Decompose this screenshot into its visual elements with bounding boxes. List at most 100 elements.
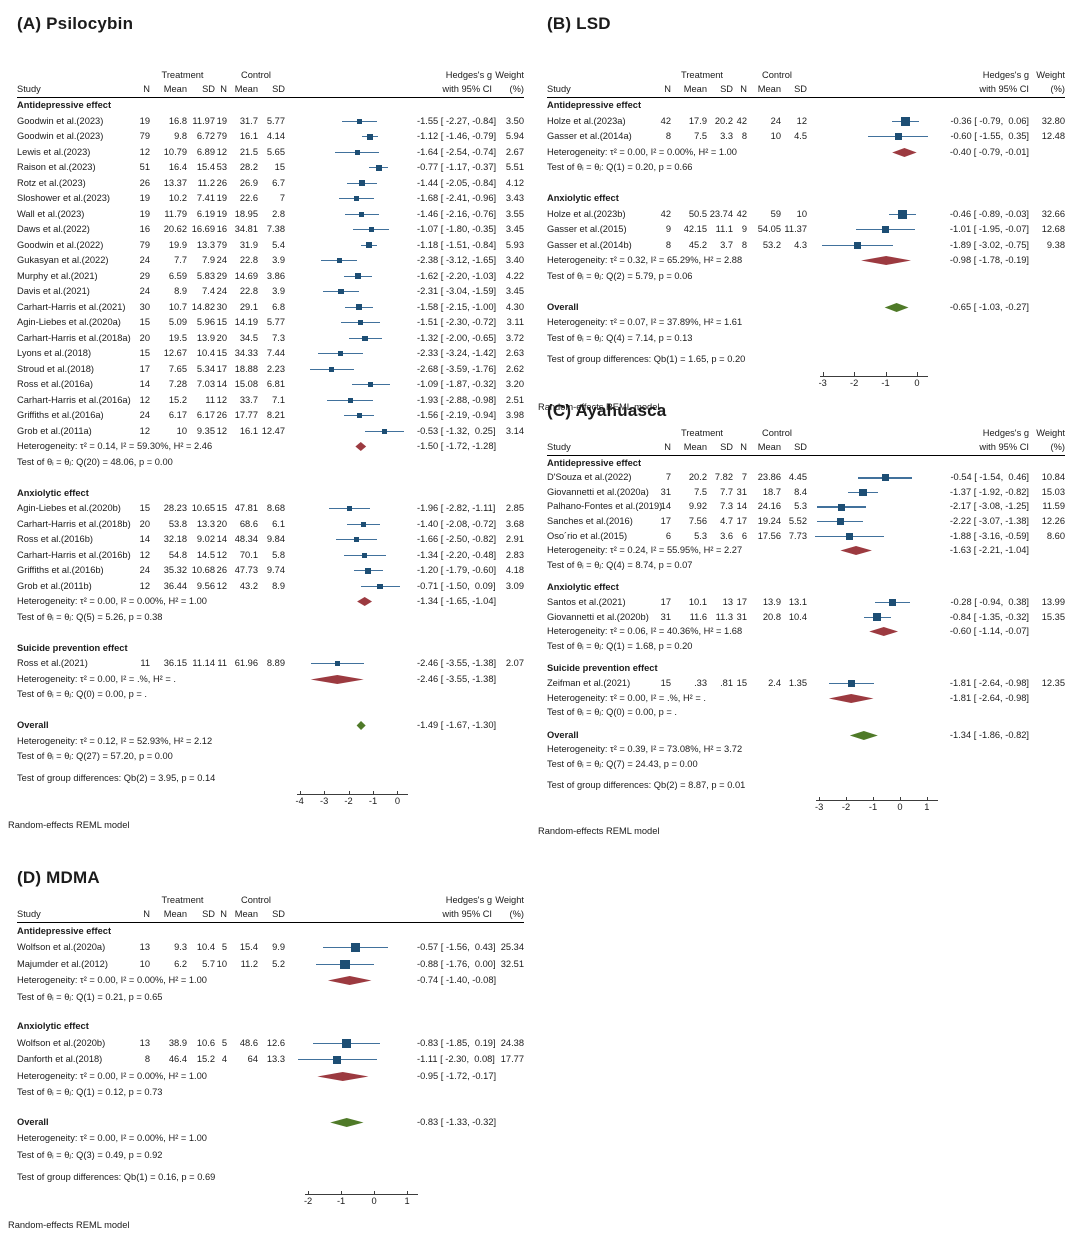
- treatment-n: 30: [139, 301, 150, 312]
- control-sd: 5.2: [272, 958, 285, 969]
- forest-plot-cell: [807, 625, 939, 640]
- study-name: Wolfson et al.(2020a): [17, 942, 106, 953]
- control-mean: 14.69: [234, 270, 258, 281]
- header-spacer: [285, 70, 417, 82]
- effect-square: [354, 149, 360, 155]
- weight-header-line1: Weight: [1036, 70, 1065, 81]
- treatment-n: 20: [139, 332, 150, 343]
- forest-plot-cell: [285, 393, 417, 409]
- treatment-mean: 7.65: [168, 363, 187, 374]
- weight-value: 3.20: [505, 379, 524, 390]
- study-column-header: Study: [17, 83, 41, 94]
- control-n: 29: [216, 270, 227, 281]
- treatment-n: 13: [139, 942, 150, 953]
- control-sd: 4.14: [266, 131, 285, 142]
- forest-plot-cell: [285, 176, 417, 192]
- header-columns-row: Study N Mean SD N Mean SD with 95% CI (%): [547, 440, 1065, 456]
- axis-tick-label: -1: [336, 1196, 346, 1206]
- weight-value: 5.51: [505, 162, 524, 173]
- control-sd: 5.4: [272, 239, 285, 250]
- overall-label: Overall: [17, 1116, 49, 1127]
- study-column-header: Study: [547, 441, 571, 452]
- overall-heterogeneity-row: Heterogeneity: τ² = 0.07, I² = 37.89%, H…: [547, 315, 1065, 331]
- axis-tick: [854, 372, 856, 376]
- weight-value: 3.40: [505, 255, 524, 266]
- control-mean: 18.7: [762, 486, 781, 497]
- test-row: Test of θᵢ = θⱼ: Q(1) = 0.20, p = 0.66: [547, 160, 1065, 176]
- control-mean: 34.81: [234, 224, 258, 235]
- treatment-n: 10: [139, 958, 150, 969]
- treatment-mean: 5.3: [694, 530, 707, 541]
- forest-plot-cell: [285, 424, 417, 440]
- treatment-mean: 36.44: [163, 580, 187, 591]
- overall-diamond: [356, 721, 366, 731]
- section-label: Antidepressive effect: [547, 457, 642, 468]
- treatment-sd-header: SD: [202, 908, 215, 919]
- section-spacer: [547, 654, 1065, 662]
- weight-value: 25.34: [500, 942, 524, 953]
- control-n: 15: [216, 348, 227, 359]
- study-row: Danforth et al.(2018) 8 46.4 15.2 4 64 13.3 -1.…: [17, 1052, 524, 1069]
- treatment-sd: 14.5: [196, 549, 215, 560]
- section-header: Antidepressive effect: [547, 98, 1065, 114]
- overall-label: Overall: [547, 301, 579, 312]
- treatment-mean: 13.37: [163, 177, 187, 188]
- heterogeneity-text: Heterogeneity: τ² = 0.00, I² = 0.00%, H²…: [17, 596, 207, 607]
- forest-plot-cell: [807, 544, 939, 559]
- header-group-row: Treatment Control Hedges's g Weight: [17, 895, 524, 907]
- control-n: 15: [216, 503, 227, 514]
- weight-value: 3.43: [505, 193, 524, 204]
- test-text: Test of θᵢ = θⱼ: Q(3) = 0.49, p = 0.92: [17, 1149, 163, 1160]
- effect-square: [873, 613, 882, 622]
- treatment-n: 24: [139, 410, 150, 421]
- effect-estimate: -0.57 [ -1.56, 0.43]: [417, 942, 496, 953]
- control-sd: 10: [796, 208, 807, 219]
- effect-estimate: -1.68 [ -2.41, -0.96]: [417, 193, 497, 204]
- treatment-n: 24: [139, 255, 150, 266]
- study-row: Goodwin et al.(2022) 79 19.9 13.3 79 31.9 5.4-…: [17, 238, 524, 254]
- header-group-row: Treatment Control Hedges's g Weight: [547, 428, 1065, 440]
- weight-value: 3.55: [505, 208, 524, 219]
- forest-plot-cell: [285, 501, 417, 517]
- section-label: Anxiolytic effect: [547, 193, 619, 204]
- weight-header-line2: (%): [509, 908, 524, 919]
- effect-square: [362, 552, 368, 558]
- treatment-mean: 5.09: [168, 317, 187, 328]
- weight-value: 32.80: [1041, 115, 1065, 126]
- overall-test-row: Test of θᵢ = θⱼ: Q(7) = 24.43, p = 0.00: [547, 757, 1065, 772]
- study-row: Santos et al.(2021) 17 10.1 13 17 13.9 13.1 -0.…: [547, 595, 1065, 610]
- weight-value: 3.50: [505, 115, 524, 126]
- effect-estimate: -0.54 [ -1.54, 0.46]: [950, 472, 1029, 483]
- forest-plot-cell: [285, 1052, 417, 1069]
- treatment-n: 8: [144, 1054, 150, 1065]
- panel-title: (B) LSD: [547, 14, 611, 33]
- section-header: Suicide prevention effect: [17, 641, 524, 657]
- effect-estimate: -0.60 [ -1.55, 0.35]: [950, 131, 1029, 142]
- treatment-sd: 9.56: [196, 580, 215, 591]
- section-label: Antidepressive effect: [17, 925, 112, 936]
- control-n: 42: [736, 208, 747, 219]
- effect-estimate: -1.63 [ -2.21, -1.04]: [949, 545, 1029, 556]
- treatment-group-label: Treatment: [680, 428, 724, 439]
- axis-tick-label: 0: [394, 796, 401, 806]
- effect-estimate: -0.83 [ -1.85, 0.19]: [417, 1037, 496, 1048]
- effect-estimate: -1.62 [ -2.20, -1.03]: [417, 270, 497, 281]
- control-sd: 6.7: [272, 177, 285, 188]
- effect-estimate: -2.33 [ -3.24, -1.42]: [417, 348, 497, 359]
- forest-plot-cell: [285, 594, 417, 610]
- weight-value: 4.30: [505, 301, 524, 312]
- study-row: Palhano-Fontes et al.(2019) 14 9.92 7.3 14 24…: [547, 500, 1065, 515]
- effect-square: [368, 227, 374, 233]
- treatment-group-label: Treatment: [680, 70, 724, 81]
- treatment-sd: 10.4: [196, 942, 215, 953]
- treatment-mean: 10.7: [168, 301, 187, 312]
- section-spacer: [547, 720, 1065, 728]
- section-spacer: [17, 470, 524, 486]
- treatment-mean: 10.2: [168, 193, 187, 204]
- treatment-n: 14: [139, 534, 150, 545]
- study-row: Zeifman et al.(2021) 15.33.81 15 2.4 1.35 -1.…: [547, 676, 1065, 691]
- axis-line: [819, 375, 928, 377]
- group-difference-text: Test of group differences: Qb(2) = 8.87,…: [547, 779, 746, 790]
- forest-plot-cell: [285, 315, 417, 331]
- axis-row: -2 -1 0 1: [17, 1186, 524, 1212]
